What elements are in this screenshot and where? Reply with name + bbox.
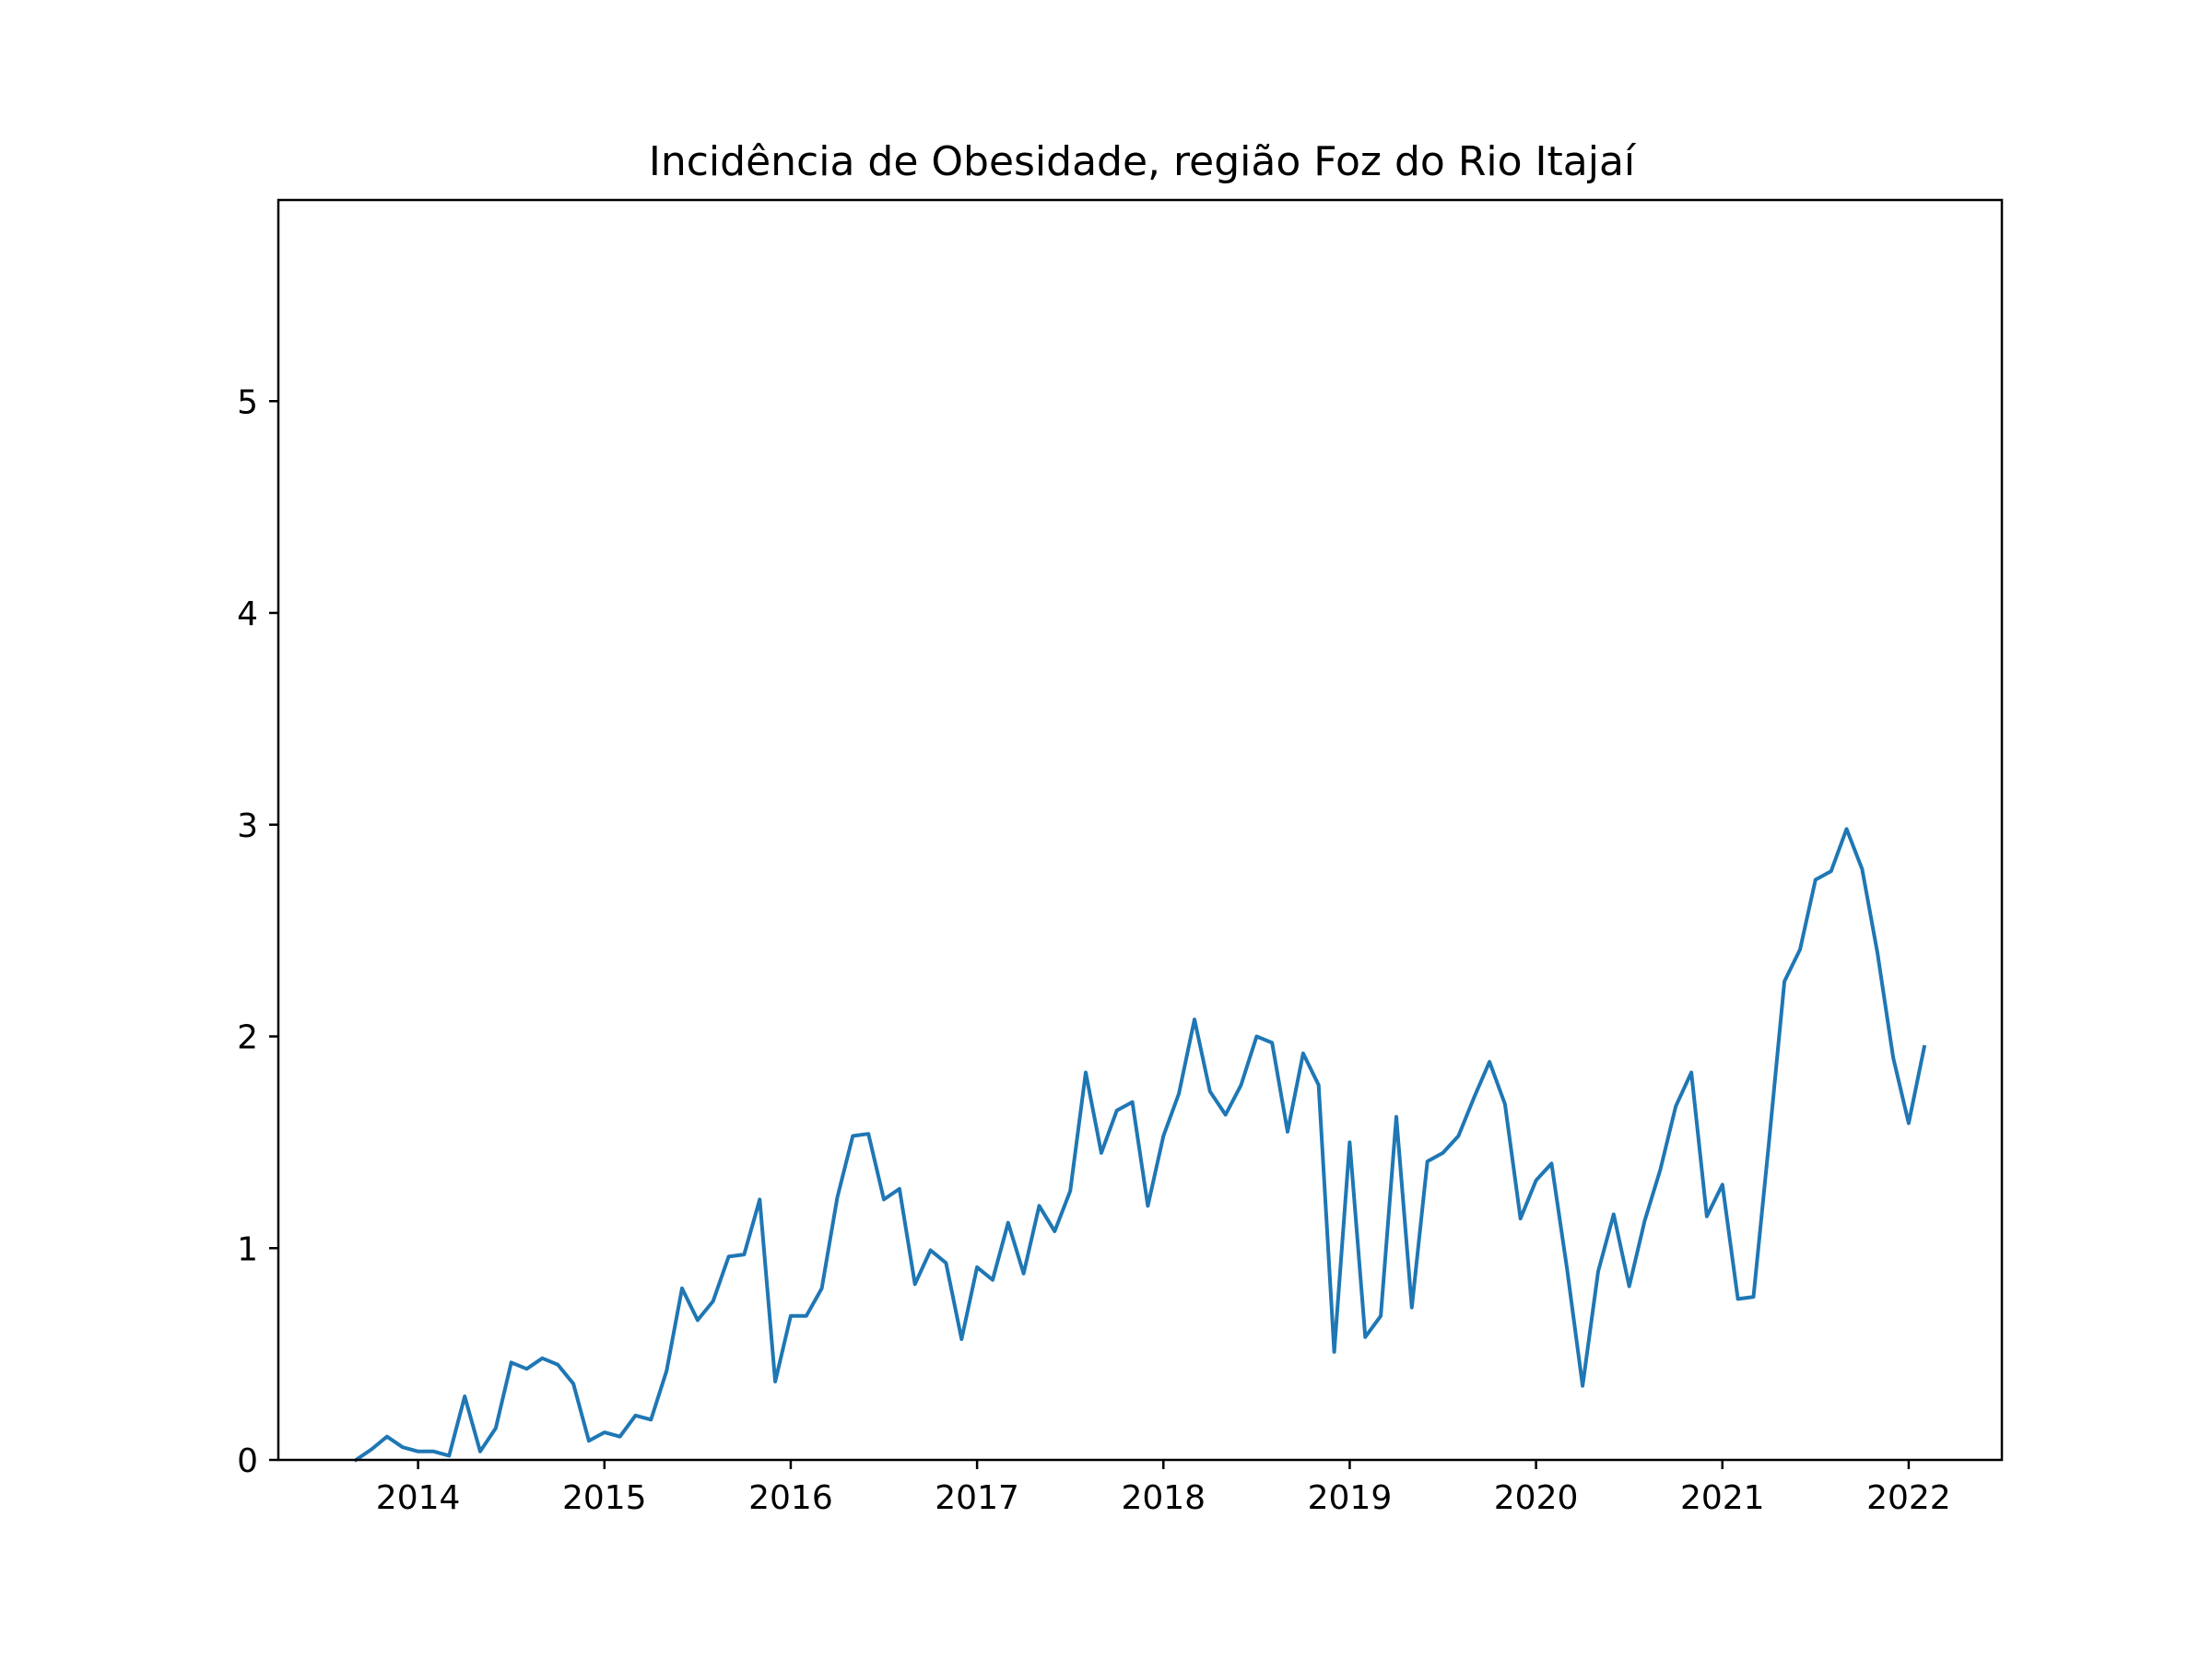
y-tick-label: 0 [237, 1442, 258, 1480]
x-tick-label: 2016 [748, 1479, 833, 1517]
y-tick-label: 5 [237, 383, 258, 421]
x-tick-label: 2021 [1680, 1479, 1765, 1517]
x-tick-label: 2014 [376, 1479, 461, 1517]
plot-frame [276, 198, 2004, 1462]
y-tick-label: 1 [237, 1230, 258, 1268]
x-tick-label: 2015 [562, 1479, 647, 1517]
series-line [353, 827, 1927, 1463]
x-tick-label: 2019 [1308, 1479, 1393, 1517]
x-tick-label: 2018 [1121, 1479, 1206, 1517]
x-tick-label: 2017 [935, 1479, 1019, 1517]
x-tick-label: 2020 [1494, 1479, 1579, 1517]
y-axis: 0 1 2 3 4 5 [237, 383, 278, 1480]
y-tick-label: 2 [237, 1019, 258, 1057]
y-tick-label: 4 [237, 595, 258, 633]
chart-title: Incidência de Obesidade, região Foz do R… [649, 138, 1637, 185]
x-tick-label: 2022 [1866, 1479, 1951, 1517]
x-axis: 2014 2015 2016 2017 2018 2019 2020 2021 2022 [376, 1460, 1951, 1517]
y-tick-label: 3 [237, 807, 258, 845]
plot-area [353, 827, 1927, 1463]
